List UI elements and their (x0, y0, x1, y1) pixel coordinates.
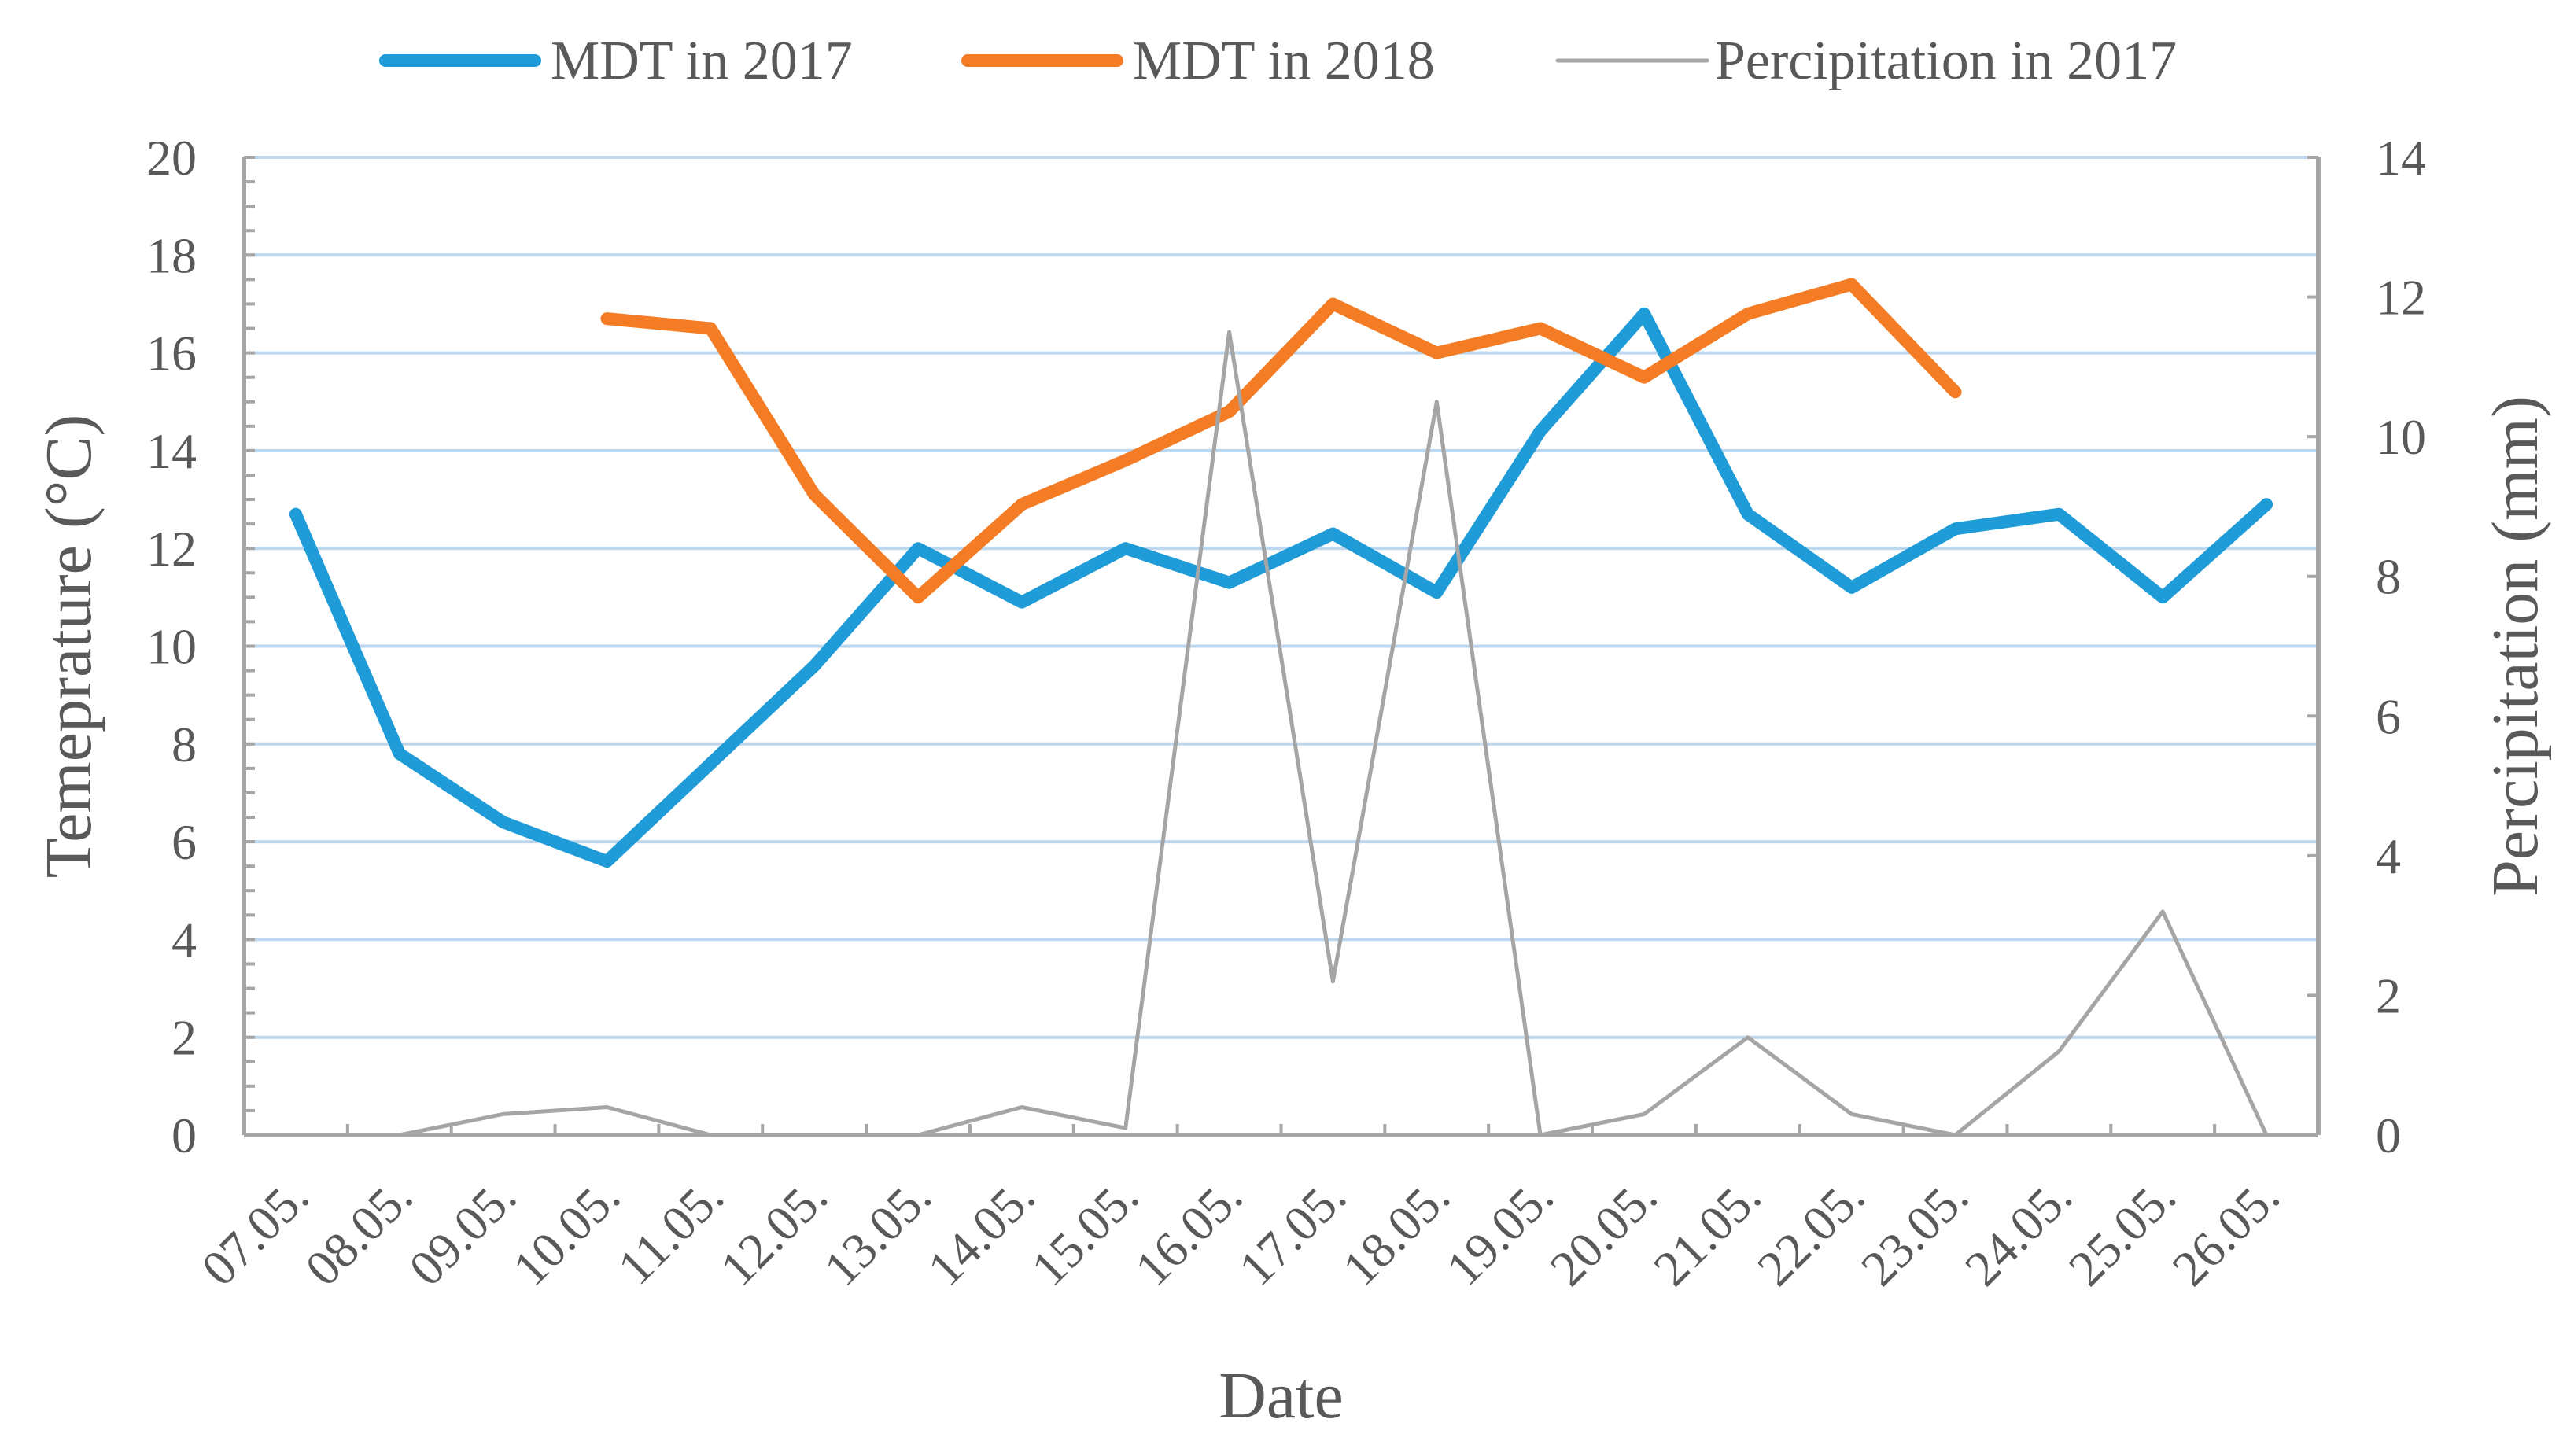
data-point-mdt-in-2017 (2266, 503, 2267, 505)
data-point-mdt-in-2017 (1021, 602, 1023, 603)
legend-label: MDT in 2017 (551, 31, 853, 91)
x-tick-label: 20.05. (1540, 1168, 1668, 1296)
y2-tick-label: 12 (2376, 270, 2426, 326)
legend: MDT in 2017 MDT in 2018 Percipitation in 2… (379, 31, 2177, 91)
y2-tick-label: 14 (2376, 130, 2426, 186)
data-point-percipitation-in-2017 (1747, 1037, 1749, 1038)
data-point-mdt-in-2017 (1436, 592, 1437, 593)
legend-label: Percipitation in 2017 (1715, 31, 2177, 91)
data-point-percipitation-in-2017 (1643, 1113, 1645, 1115)
gridlines (244, 156, 2318, 1039)
x-tick-label: 07.05. (190, 1168, 319, 1296)
y2-axis-title: Percipitation (mm) (2479, 396, 2552, 897)
x-tick-label: 11.05. (607, 1168, 735, 1296)
y2-tick-label: 6 (2376, 688, 2401, 744)
tick-labels: 0 2 4 6 8 10 12 14 16 18 20 0 2 4 6 8 10 12 14 07.05.08.05.… (146, 130, 2426, 1296)
x-tick-label: 18.05. (1332, 1168, 1460, 1296)
x-tick-label: 26.05. (2162, 1168, 2290, 1296)
x-tick-label: 23.05. (1850, 1168, 1978, 1296)
data-point-percipitation-in-2017 (1021, 1106, 1023, 1108)
data-point-percipitation-in-2017 (2058, 1050, 2060, 1052)
y-tick-label: 18 (146, 227, 197, 283)
x-tick-label: 14.05. (916, 1168, 1045, 1296)
data-point-mdt-in-2018 (1540, 328, 1541, 330)
y-tick-label: 2 (171, 1010, 197, 1066)
axes (242, 156, 2321, 1137)
data-point-mdt-in-2017 (1643, 313, 1645, 315)
y-axis-title: Temeprature (°C) (32, 415, 105, 879)
data-point-mdt-in-2018 (1021, 503, 1023, 505)
data-point-mdt-in-2017 (710, 763, 711, 765)
y-tick-label: 20 (146, 130, 197, 186)
data-point-mdt-in-2018 (813, 494, 815, 496)
x-tick-label: 15.05. (1020, 1168, 1149, 1296)
data-point-mdt-in-2018 (1125, 459, 1127, 461)
data-point-percipitation-in-2017 (1851, 1113, 1853, 1115)
y-tick-label: 16 (146, 326, 197, 382)
x-tick-label: 17.05. (1228, 1168, 1356, 1296)
data-point-mdt-in-2018 (1955, 391, 1956, 393)
series-line-mdt-in-2018 (600, 278, 1962, 604)
data-point-mdt-in-2018 (1436, 352, 1437, 354)
y2-tick-label: 0 (2376, 1108, 2401, 1163)
x-tick-label: 19.05. (1436, 1168, 1564, 1296)
data-point-percipitation-in-2017 (917, 1134, 919, 1136)
x-tick-label: 16.05. (1124, 1168, 1252, 1296)
series-lines (289, 278, 2273, 1137)
data-point-mdt-in-2017 (1851, 587, 1853, 588)
data-point-mdt-in-2017 (813, 665, 815, 666)
y2-tick-label: 8 (2376, 549, 2401, 605)
x-axis-title: Date (1219, 1359, 1344, 1432)
data-point-mdt-in-2018 (917, 596, 919, 598)
data-point-mdt-in-2017 (1540, 430, 1541, 432)
x-tick-label: 24.05. (1954, 1168, 2082, 1296)
x-tick-label: 22.05. (1746, 1168, 1875, 1296)
y-tick-label: 8 (171, 717, 197, 772)
data-point-mdt-in-2018 (1643, 377, 1645, 378)
data-point-percipitation-in-2017 (1125, 1127, 1127, 1129)
data-point-mdt-in-2018 (1747, 313, 1749, 315)
y2-tick-label: 2 (2376, 968, 2401, 1023)
y-tick-label: 4 (171, 912, 197, 968)
data-point-percipitation-in-2017 (2266, 1134, 2267, 1136)
y-tick-label: 0 (171, 1108, 197, 1163)
y2-tick-label: 10 (2376, 409, 2426, 465)
x-tick-label: 09.05. (398, 1168, 526, 1296)
series-line-percipitation-in-2017 (397, 330, 2269, 1137)
x-tick-label: 08.05. (294, 1168, 422, 1296)
data-point-percipitation-in-2017 (1540, 1134, 1541, 1136)
x-tick-label: 10.05. (502, 1168, 630, 1296)
y-tick-label: 12 (146, 521, 197, 577)
data-point-percipitation-in-2017 (813, 1134, 815, 1136)
y2-tick-label: 4 (2376, 828, 2401, 884)
data-point-mdt-in-2018 (1229, 411, 1230, 412)
data-point-percipitation-in-2017 (710, 1134, 711, 1136)
data-point-percipitation-in-2017 (1229, 331, 1230, 333)
data-point-mdt-in-2017 (917, 547, 919, 549)
x-tick-label: 25.05. (2058, 1168, 2186, 1296)
data-point-mdt-in-2017 (1229, 582, 1230, 584)
x-tick-label: 21.05. (1643, 1168, 1771, 1296)
x-tick-label: 13.05. (813, 1168, 942, 1296)
data-point-mdt-in-2017 (1125, 547, 1127, 549)
legend-label: MDT in 2018 (1133, 31, 1435, 91)
series-line-mdt-in-2017 (289, 307, 2273, 868)
data-point-percipitation-in-2017 (399, 1134, 400, 1136)
data-point-mdt-in-2018 (1851, 284, 1853, 286)
data-point-mdt-in-2018 (710, 328, 711, 330)
data-point-percipitation-in-2017 (1436, 401, 1437, 403)
y-tick-label: 10 (146, 619, 197, 675)
y-tick-label: 6 (171, 814, 197, 870)
x-tick-label: 12.05. (710, 1168, 838, 1296)
y-tick-label: 14 (146, 423, 197, 479)
data-point-percipitation-in-2017 (1955, 1134, 1956, 1136)
